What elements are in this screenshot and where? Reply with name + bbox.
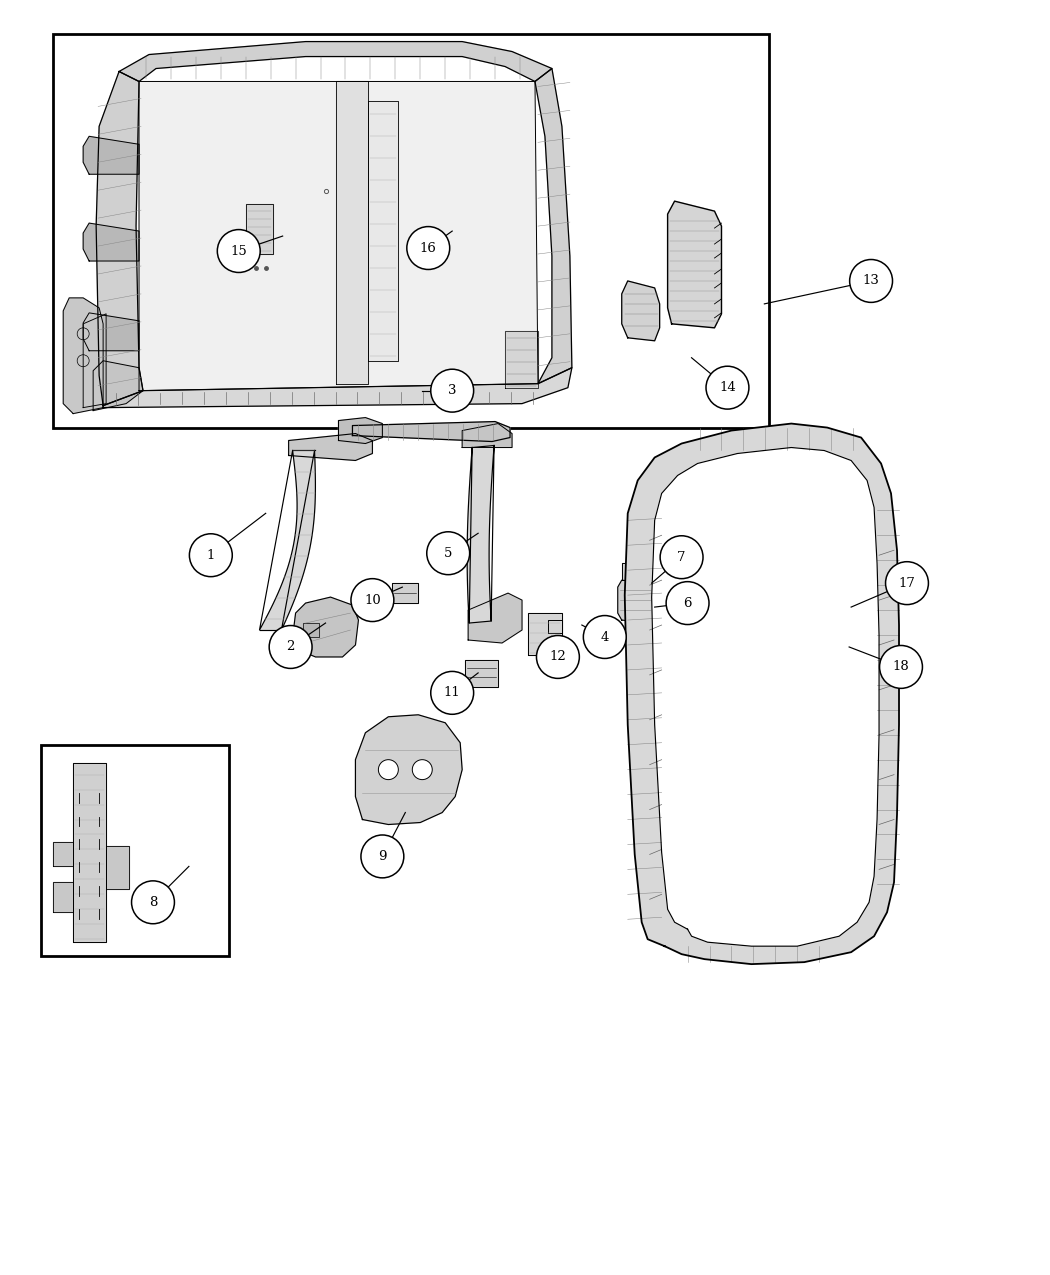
Polygon shape	[652, 448, 879, 946]
Polygon shape	[353, 422, 510, 441]
Polygon shape	[74, 762, 106, 942]
Circle shape	[269, 626, 312, 668]
Polygon shape	[617, 580, 654, 623]
Polygon shape	[468, 593, 522, 643]
Circle shape	[584, 616, 626, 658]
Polygon shape	[462, 423, 512, 448]
Circle shape	[430, 370, 474, 412]
Polygon shape	[246, 204, 273, 254]
Text: 9: 9	[378, 850, 386, 863]
Polygon shape	[293, 597, 358, 657]
Polygon shape	[393, 583, 418, 603]
Circle shape	[537, 635, 580, 678]
Polygon shape	[119, 42, 552, 82]
Polygon shape	[302, 623, 318, 638]
Polygon shape	[369, 102, 398, 361]
Polygon shape	[289, 434, 373, 460]
Text: 18: 18	[892, 660, 909, 673]
Text: 8: 8	[149, 896, 158, 909]
Polygon shape	[259, 450, 315, 630]
PathPatch shape	[625, 423, 899, 964]
Polygon shape	[83, 312, 139, 351]
Text: 17: 17	[899, 576, 916, 589]
Text: 6: 6	[684, 597, 692, 609]
Bar	[54, 33, 770, 427]
Polygon shape	[336, 82, 369, 384]
Polygon shape	[465, 660, 498, 687]
Polygon shape	[622, 280, 659, 340]
Polygon shape	[668, 201, 721, 328]
Text: 2: 2	[287, 640, 295, 654]
Text: 11: 11	[444, 686, 461, 700]
Circle shape	[131, 881, 174, 924]
Circle shape	[885, 562, 928, 604]
Circle shape	[217, 230, 260, 273]
Polygon shape	[63, 298, 103, 413]
Polygon shape	[93, 361, 143, 411]
Polygon shape	[97, 71, 143, 405]
Circle shape	[660, 536, 704, 579]
Polygon shape	[622, 564, 645, 580]
Text: 7: 7	[677, 551, 686, 564]
Polygon shape	[106, 847, 129, 890]
Circle shape	[378, 760, 398, 779]
Circle shape	[406, 227, 449, 269]
Polygon shape	[528, 613, 562, 655]
Polygon shape	[534, 69, 572, 384]
Text: 1: 1	[207, 548, 215, 562]
Polygon shape	[54, 843, 74, 867]
Circle shape	[351, 579, 394, 621]
Circle shape	[426, 532, 469, 575]
Polygon shape	[83, 223, 139, 261]
Text: 5: 5	[444, 547, 453, 560]
Circle shape	[361, 835, 404, 878]
Text: 10: 10	[364, 594, 381, 607]
Circle shape	[880, 645, 923, 688]
Polygon shape	[467, 445, 495, 623]
Circle shape	[189, 534, 232, 576]
Circle shape	[666, 581, 709, 625]
Polygon shape	[139, 82, 538, 390]
Text: 15: 15	[230, 245, 247, 258]
Text: 3: 3	[448, 384, 457, 397]
Circle shape	[849, 260, 892, 302]
Circle shape	[413, 760, 433, 779]
Polygon shape	[54, 882, 74, 913]
Text: 12: 12	[549, 650, 566, 663]
Bar	[41, 745, 229, 956]
Text: 4: 4	[601, 631, 609, 644]
Polygon shape	[548, 620, 562, 632]
Circle shape	[706, 366, 749, 409]
Polygon shape	[83, 314, 106, 408]
Text: 14: 14	[719, 381, 736, 394]
Polygon shape	[103, 367, 572, 408]
Polygon shape	[356, 715, 462, 825]
Polygon shape	[338, 418, 382, 444]
Polygon shape	[505, 330, 538, 388]
Circle shape	[430, 672, 474, 714]
Polygon shape	[83, 136, 139, 175]
Text: 16: 16	[420, 241, 437, 255]
Text: 13: 13	[863, 274, 880, 287]
